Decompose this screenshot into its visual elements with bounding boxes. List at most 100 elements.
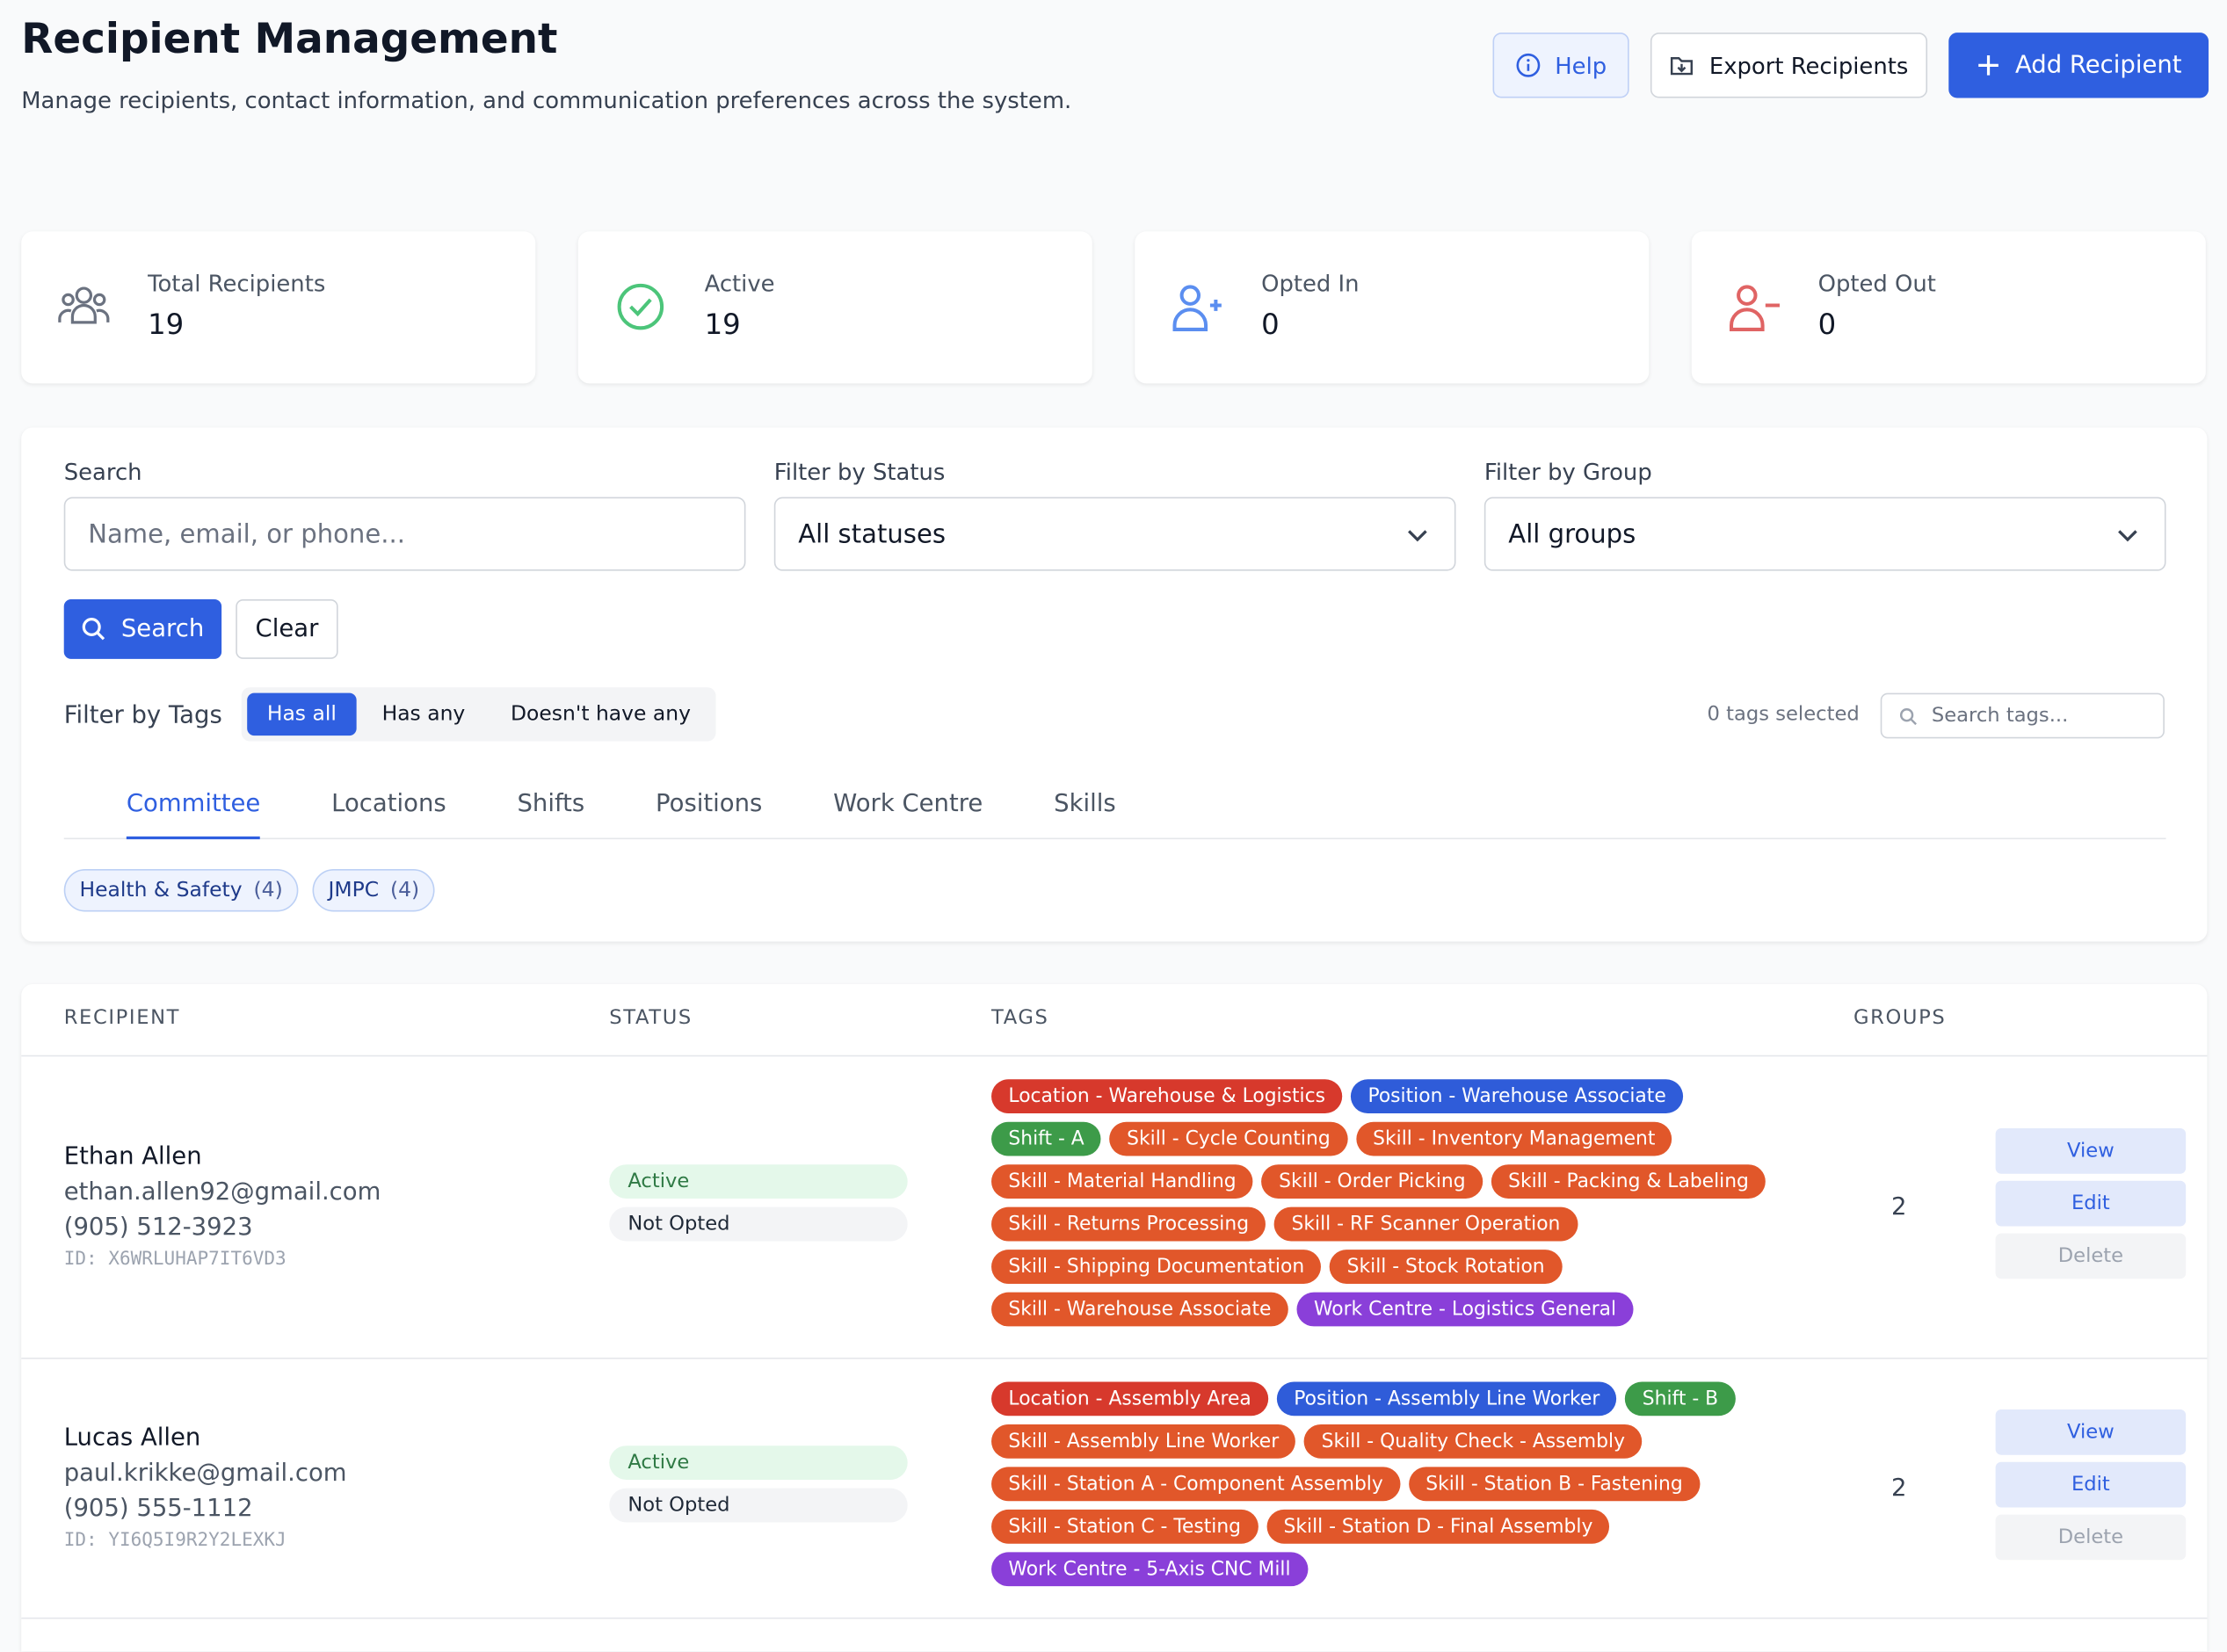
tag-mode[interactable]: Has any xyxy=(381,702,466,726)
tag-tabs: Committee Locations Shifts Positions Work Ce… xyxy=(63,789,2166,840)
chip-count: (4) xyxy=(253,879,283,902)
stat-card: Opted In 0 xyxy=(1135,231,1650,384)
actions-cell: View Edit Delete xyxy=(1995,1127,2187,1286)
search-label: Search xyxy=(63,459,142,486)
search-icon xyxy=(83,618,105,641)
recipient-cell: Ethan Allen ethan.allen92@gmail.com (905) … xyxy=(64,1140,381,1275)
user-minus-icon xyxy=(1730,285,1780,331)
tag: Skill - Material Handling xyxy=(991,1164,1254,1199)
tags-cell: Location - Warehouse & Logistics Position… xyxy=(991,1079,1787,1335)
groups-count: 2 xyxy=(1890,1192,1907,1221)
tag: Shift - B xyxy=(1625,1381,1736,1417)
tag-chip[interactable]: JMPC (4) xyxy=(312,869,435,912)
search-button[interactable]: Search xyxy=(63,598,222,659)
tab[interactable]: Locations xyxy=(331,789,446,818)
tag: Skill - Returns Processing xyxy=(991,1206,1266,1242)
status-badge: Active xyxy=(609,1164,908,1199)
tag: Skill - Order Picking xyxy=(1261,1164,1483,1199)
recipient-name: Ethan Allen xyxy=(63,1142,202,1171)
tag-mode[interactable]: Has all xyxy=(247,692,357,736)
stat-card: Total Recipients 19 xyxy=(21,231,536,384)
tab[interactable]: Shifts xyxy=(517,789,585,818)
chip-name: Health & Safety xyxy=(79,879,243,902)
recipients-table: RECIPIENT STATUS TAGS GROUPS Ethan Allen eth… xyxy=(21,983,2208,1652)
add-button[interactable]: Add Recipient xyxy=(1948,33,2209,98)
stat-value: 0 xyxy=(1817,307,1837,341)
action-button[interactable]: View xyxy=(1995,1409,2187,1455)
folder-icon xyxy=(1671,57,1694,76)
button-label: Add Recipient xyxy=(2014,51,2182,80)
tag: Skill - Station B - Fastening xyxy=(1408,1467,1701,1502)
tab[interactable]: Skills xyxy=(1054,789,1116,818)
stat-label: Total Recipients xyxy=(148,270,326,297)
tag-search[interactable]: Search tags... xyxy=(1880,692,2165,739)
tab[interactable]: Committee xyxy=(126,790,261,840)
table-row: Ethan Allen ethan.allen92@gmail.com (905) … xyxy=(21,1056,2208,1359)
tag-chips: Health & Safety (4) JMPC (4) xyxy=(63,869,435,912)
column-header: RECIPIENT xyxy=(63,1006,181,1030)
tag: Position - Warehouse Associate xyxy=(1351,1079,1684,1114)
clear-button[interactable]: Clear xyxy=(236,598,338,659)
stat-label: Opted Out xyxy=(1817,270,1936,297)
tag-mode-toggle: Has all Has any Doesn't have any xyxy=(241,687,717,742)
status-label: Filter by Status xyxy=(773,459,946,486)
chevron xyxy=(2118,530,2137,542)
page-title: Recipient Management xyxy=(21,14,558,63)
chip-count: (4) xyxy=(389,879,420,902)
recipient-id: ID: YI6Q5I9R2Y2LEXKJ xyxy=(63,1530,287,1552)
tab[interactable]: Positions xyxy=(656,789,763,818)
tag: Skill - Station C - Testing xyxy=(991,1509,1259,1544)
tag: Skill - Packing & Labeling xyxy=(1491,1164,1766,1199)
recipient-phone: (905) 555-1112 xyxy=(63,1494,253,1524)
action-button[interactable]: Edit xyxy=(1995,1461,2187,1508)
opt-badge: Not Opted xyxy=(609,1206,908,1242)
group-select[interactable]: All groups xyxy=(1483,496,2166,571)
table-body: Ethan Allen ethan.allen92@gmail.com (905) … xyxy=(21,1056,2208,1619)
column-header: GROUPS xyxy=(1853,1006,1947,1030)
tag: Work Centre - Logistics General xyxy=(1296,1292,1634,1327)
tags-label: Filter by Tags xyxy=(63,701,222,730)
group-label: Filter by Group xyxy=(1483,459,1652,486)
chevron xyxy=(1408,530,1427,542)
button-label: Search xyxy=(120,614,205,644)
tag: Skill - RF Scanner Operation xyxy=(1274,1206,1578,1242)
recipient-name: Lucas Allen xyxy=(63,1424,201,1453)
tag: Skill - Stock Rotation xyxy=(1330,1250,1563,1284)
tag-chip[interactable]: Health & Safety (4) xyxy=(63,869,299,912)
stat-value: 19 xyxy=(704,307,741,341)
action-button[interactable]: Edit xyxy=(1995,1180,2187,1227)
help-button[interactable]: Help xyxy=(1492,33,1629,98)
status-badge: Active xyxy=(609,1446,908,1480)
select-value: All statuses xyxy=(798,518,947,549)
status-cell: Active Not Opted xyxy=(609,1446,908,1531)
stat-label: Active xyxy=(704,270,775,297)
column-header: TAGS xyxy=(991,1006,1049,1030)
stat-label: Opted In xyxy=(1261,270,1360,297)
action-button[interactable]: Delete xyxy=(1995,1233,2187,1279)
export-button[interactable]: Export Recipients xyxy=(1650,33,1928,98)
button-label: Clear xyxy=(255,614,319,644)
recipient-phone: (905) 512-3923 xyxy=(63,1213,253,1243)
search-icon xyxy=(1899,707,1917,725)
placeholder: Name, email, or phone... xyxy=(88,518,406,549)
tags-selected: 0 tags selected xyxy=(1707,702,1860,726)
status-select[interactable]: All statuses xyxy=(773,496,1456,571)
tag: Skill - Cycle Counting xyxy=(1109,1121,1348,1156)
tab[interactable]: Work Centre xyxy=(833,789,983,818)
filter-panel: Search Name, email, or phone... Filter b… xyxy=(21,427,2208,942)
search-input[interactable]: Name, email, or phone... xyxy=(63,496,746,571)
action-button[interactable]: View xyxy=(1995,1127,2187,1174)
tag-mode[interactable]: Doesn't have any xyxy=(511,702,691,726)
table-row: Lucas Allen paul.krikke@gmail.com (905) 55… xyxy=(21,1359,2208,1619)
status-cell: Active Not Opted xyxy=(609,1164,908,1250)
tag: Skill - Assembly Line Worker xyxy=(991,1424,1296,1459)
stat-value: 19 xyxy=(148,307,185,341)
tag: Skill - Shipping Documentation xyxy=(991,1250,1322,1284)
tag: Skill - Station A - Component Assembly xyxy=(991,1467,1401,1502)
column-header: STATUS xyxy=(609,1006,693,1030)
recipient-email: paul.krikke@gmail.com xyxy=(63,1459,347,1488)
placeholder: Search tags... xyxy=(1931,704,2069,728)
action-button[interactable]: Delete xyxy=(1995,1514,2187,1561)
